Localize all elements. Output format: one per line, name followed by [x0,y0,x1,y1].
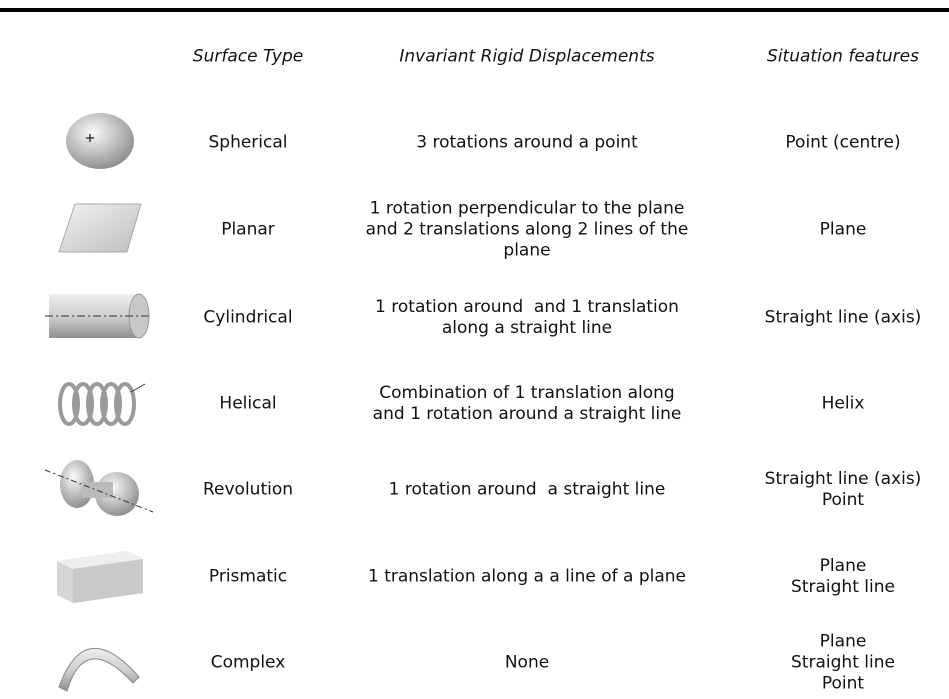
cell-line: Plane [819,556,867,576]
cell-line: Plane [819,631,867,652]
cell-line: Revolution [202,479,294,500]
type-cell: Prismatic [209,567,287,588]
cell-line: Helix [821,393,865,414]
cell-line: Surface Type [192,46,304,67]
cell-line: 1 rotation around a straight line [388,479,666,500]
cell-line: 1 rotation perpendicular to the plane [369,198,685,219]
cell-line: Straight line (axis) [764,307,922,328]
features-cell: Straight line (axis) Point [765,469,922,511]
features-cell: Point (centre) [785,133,900,154]
surface-icon [58,382,146,426]
cell-line: Point [821,673,865,694]
type-cell: Cylindrical [203,308,292,329]
cell-line: along a straight line [441,318,613,338]
type-cell: Complex [211,653,286,674]
surface-icon [57,551,143,603]
header-cell: Situation features [767,47,919,68]
header-cell: Surface Type [193,47,303,68]
cell-line: 3 rotations around a point [416,132,638,153]
cell-line: Situation features [767,46,919,67]
cell-line: 1 rotation around and 1 translation [375,297,679,317]
displacements-cell: 1 rotation around a straight line [389,480,666,501]
cell-line: and 1 rotation around a straight line [372,404,682,424]
type-cell: Planar [221,220,275,241]
cell-line: Straight line [791,577,895,597]
displacements-cell: 1 translation along a a line of a plane [368,567,686,588]
cell-line: Straight line [791,652,895,673]
cell-line: Helical [219,393,277,414]
cell-line: Cylindrical [203,307,293,328]
cell-line: Plane [819,219,867,240]
cell-line: Prismatic [208,566,288,587]
cell-line: Combination of 1 translation along [379,383,675,403]
features-cell: Plane [820,220,867,241]
header-cell: Invariant Rigid Displacements [399,47,654,68]
displacements-cell: 1 rotation perpendicular to the plane and… [366,199,689,262]
cell-line: Invariant Rigid Displacements [399,46,655,67]
surface-icon [45,293,150,339]
cell-line: Point (centre) [785,132,901,153]
type-cell: Spherical [208,133,287,154]
displacements-cell: 1 rotation around and 1 translation along… [375,297,679,339]
features-cell: Plane Straight line [791,556,895,598]
cell-line: Point [821,490,865,510]
type-cell: Helical [219,394,276,415]
features-cell: Straight line (axis) [765,308,922,329]
features-cell: Plane Straight line Point [791,632,895,695]
cell-line: Spherical [208,132,288,153]
cell-line: Straight line (axis) [764,469,922,489]
displacements-cell: 3 rotations around a point [416,133,638,154]
cell-line: Planar [221,219,275,240]
cell-line: None [504,652,550,673]
type-cell: Revolution [203,480,293,501]
features-cell: Helix [822,394,865,415]
displacements-cell: None [505,653,549,674]
surface-icon [58,203,142,253]
surface-icon [45,460,154,516]
cell-line: plane [503,240,551,261]
displacements-cell: Combination of 1 translation along and 1 … [373,383,682,425]
surface-icon [58,648,140,692]
cell-line: and 2 translations along 2 lines of the [365,219,689,240]
cell-line: 1 translation along a a line of a plane [367,566,687,587]
surface-icon [66,113,134,169]
cell-line: Complex [210,652,286,673]
top-rule [0,8,949,12]
